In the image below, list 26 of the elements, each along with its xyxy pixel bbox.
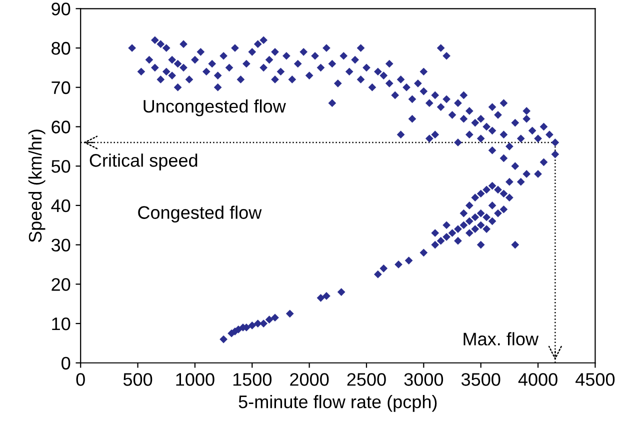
x-tick-label: 500 [123,373,152,386]
y-tick-label: 70 [52,81,70,94]
ref-line-label: Max. flow [464,332,539,346]
annotation: Uncongested flow [144,99,286,116]
x-tick-label: 0 [76,373,85,386]
x-tick-label: 2500 [347,373,386,386]
legend-label: Critical speed [90,154,198,170]
x-tick-label: 4000 [518,373,558,386]
y-tick-label: 50 [52,160,70,173]
y-tick-label: 20 [52,278,70,291]
x-tick-label: 4500 [576,373,615,386]
x-tick-label: 2000 [290,373,329,386]
y-tick-label: 90 [52,2,70,16]
y-axis-title: Speed (km/hr) [28,130,46,242]
y-tick-label: 40 [51,199,70,212]
x-tick-label: 3000 [404,373,444,386]
x-tick-label: 3500 [461,373,500,386]
y-tick-label: 0 [62,356,70,370]
annotation: Congested flow [138,206,262,223]
x-tick-label: 1500 [233,373,272,386]
y-tick-label: 60 [52,120,70,134]
y-tick-label: 30 [51,238,70,252]
x-tick-label: 1000 [176,373,214,386]
y-tick-label: 10 [52,317,70,330]
x-axis-title: 5-minute flow rate (pcph) [238,394,437,412]
y-tick-label: 80 [52,42,70,55]
